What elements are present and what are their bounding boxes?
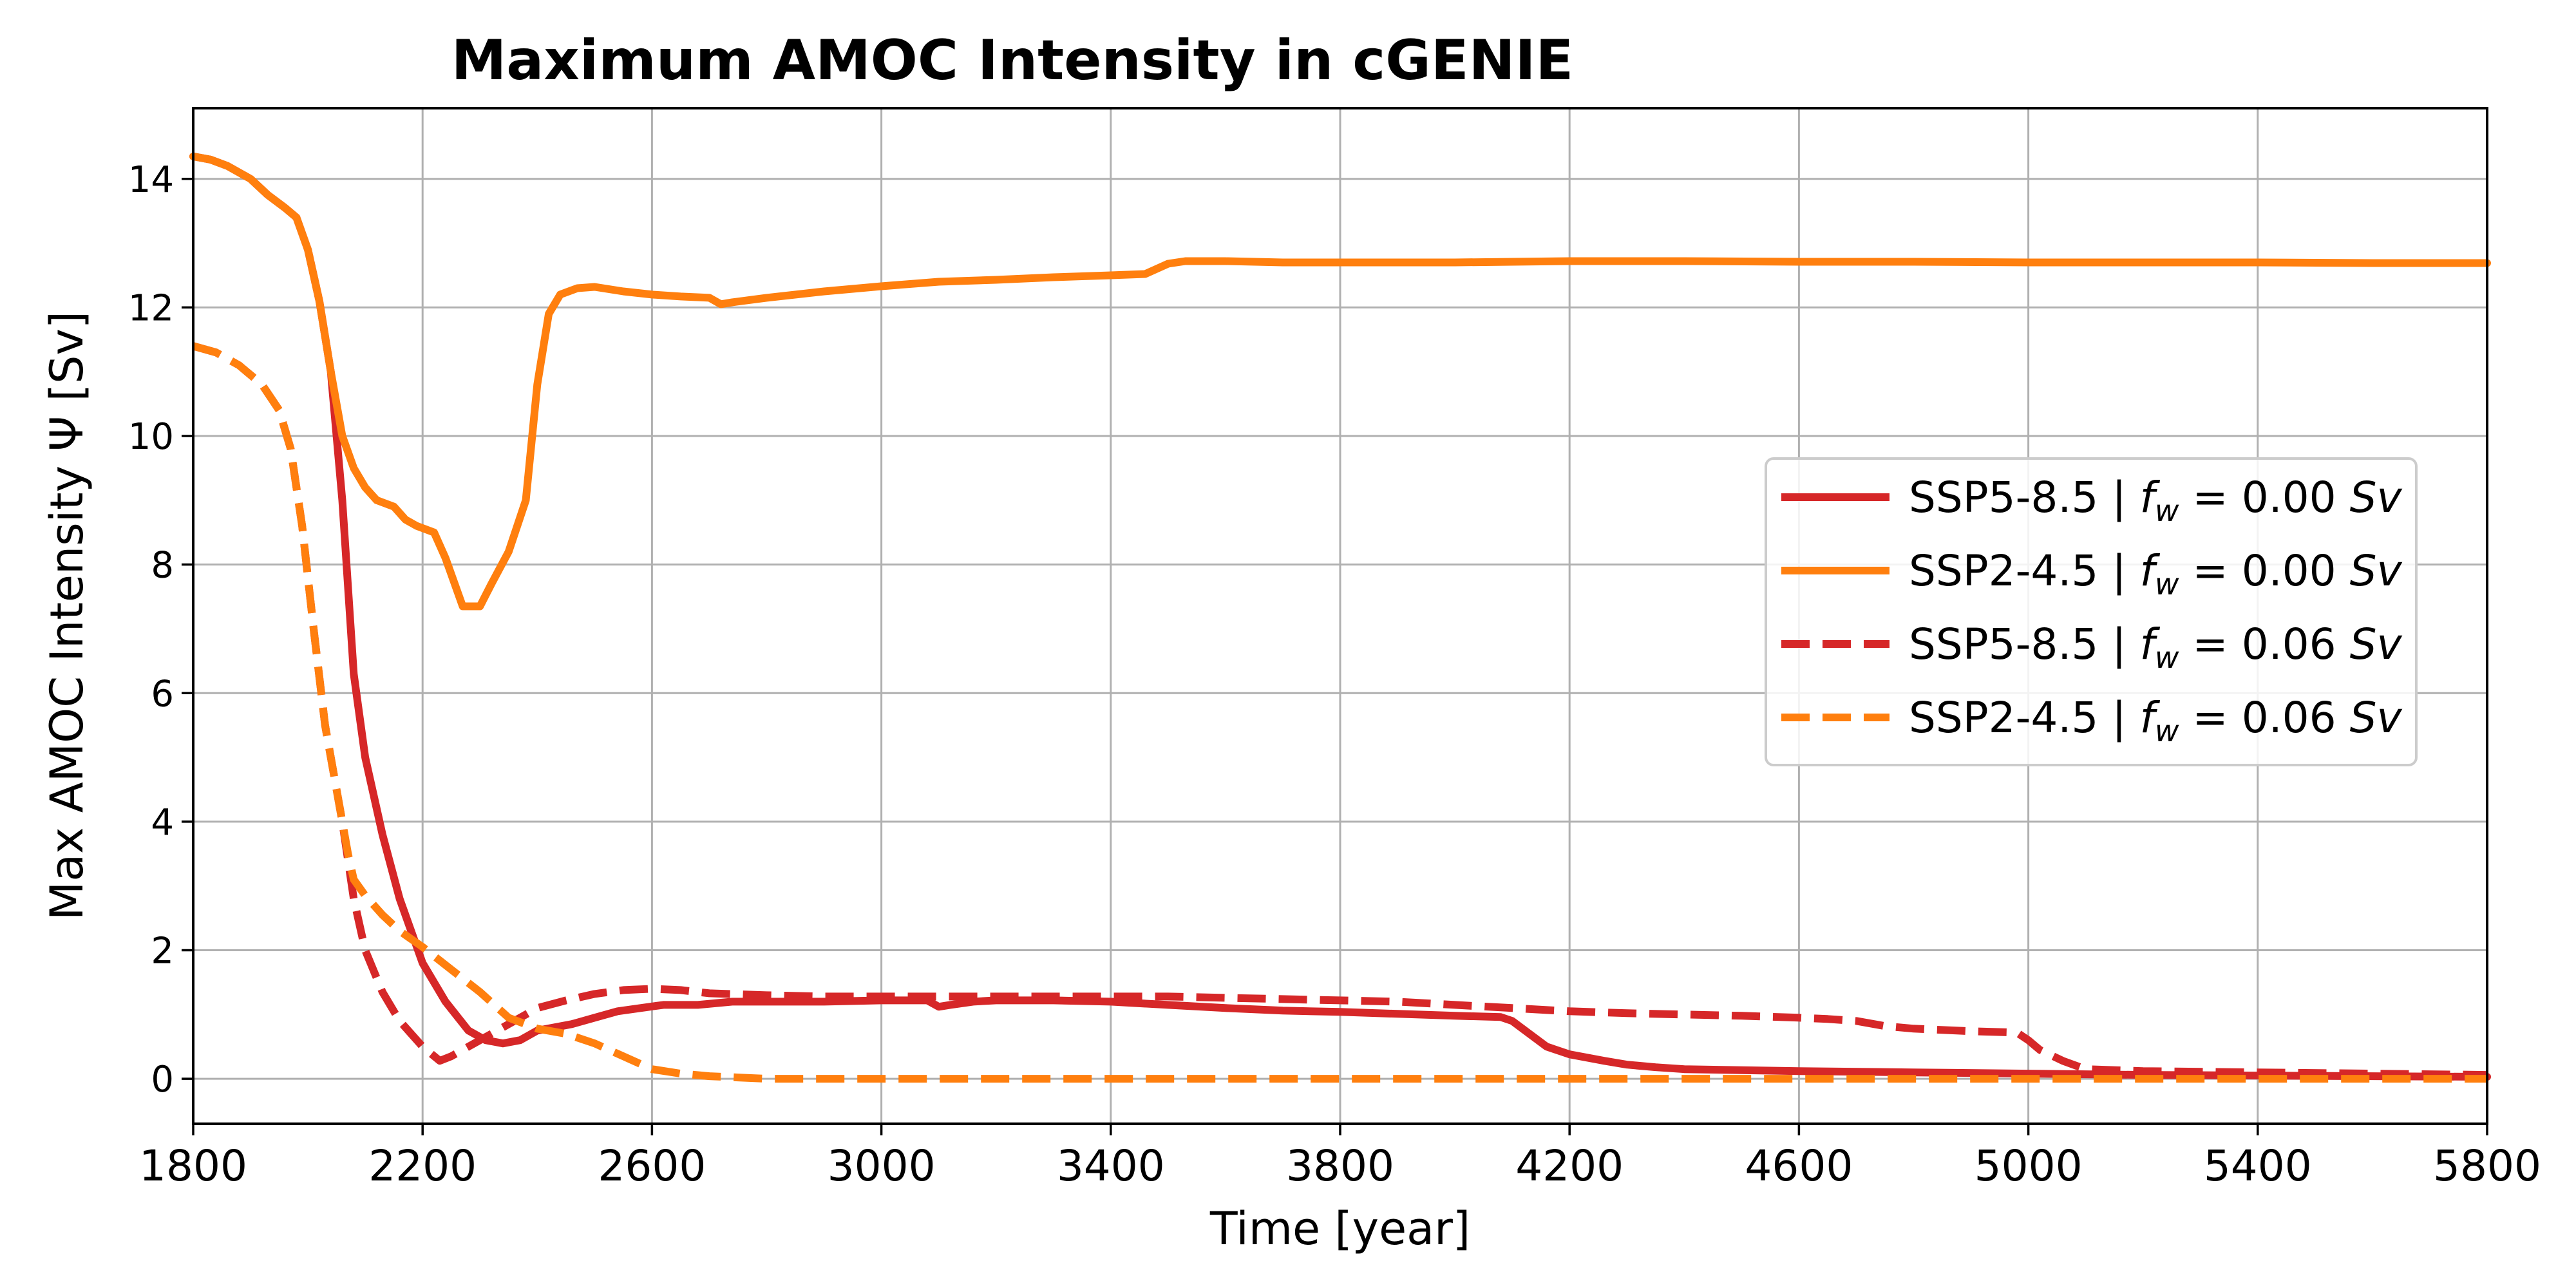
legend-label-4: SSP2-4.5 | fw = 0.06 Sv bbox=[1909, 693, 2403, 748]
y-tick-label: 8 bbox=[151, 545, 174, 587]
legend-label-1: SSP5-8.5 | fw = 0.00 Sv bbox=[1909, 473, 2403, 528]
x-tick-label: 4200 bbox=[1515, 1141, 1624, 1191]
series-line-2 bbox=[189, 152, 2491, 611]
x-tick-label: 2600 bbox=[598, 1141, 706, 1191]
series-lines bbox=[189, 152, 2491, 1083]
legend-label-part: Sv bbox=[2350, 473, 2403, 522]
y-tick-label: 2 bbox=[151, 931, 174, 972]
legend-label-part: w bbox=[2155, 493, 2179, 528]
legend-label-part: Sv bbox=[2350, 693, 2403, 743]
chart-title: Maximum AMOC Intensity in cGENIE bbox=[451, 28, 1574, 93]
series-line-3 bbox=[192, 342, 2488, 1079]
legend-label-part: w bbox=[2155, 640, 2179, 675]
x-tick-label: 5000 bbox=[1975, 1141, 2083, 1191]
legend-label-part: SSP2-4.5 | bbox=[1909, 693, 2140, 743]
legend-label-2: SSP2-4.5 | fw = 0.00 Sv bbox=[1909, 546, 2403, 601]
x-tick-label: 3400 bbox=[1057, 1141, 1165, 1191]
legend-label-part: = 0.06 bbox=[2179, 620, 2349, 669]
y-axis-ticks: 0 2 4 6 8 10 12 14 bbox=[128, 159, 193, 1101]
x-tick-label: 3000 bbox=[828, 1141, 936, 1191]
x-axis-label: Time [year] bbox=[1209, 1202, 1470, 1255]
legend-label-part: = 0.00 bbox=[2179, 473, 2349, 522]
y-tick-label: 10 bbox=[128, 416, 174, 458]
legend-label-part: Sv bbox=[2350, 620, 2403, 669]
legend-label-part: Sv bbox=[2350, 546, 2403, 596]
x-tick-label: 3800 bbox=[1286, 1141, 1394, 1191]
legend-label-part: w bbox=[2155, 567, 2179, 601]
x-tick-label: 2200 bbox=[368, 1141, 477, 1191]
x-axis-ticks: 1800 2200 2600 3000 3400 3800 4200 4600 5000 5400… bbox=[139, 1124, 2541, 1191]
y-tick-label: 12 bbox=[128, 287, 174, 329]
legend-label-part: = 0.00 bbox=[2179, 546, 2349, 596]
x-tick-label: 4600 bbox=[1745, 1141, 1853, 1191]
x-tick-label: 1800 bbox=[139, 1141, 247, 1191]
y-tick-label: 14 bbox=[128, 159, 174, 201]
legend-label-part: SSP5-8.5 | bbox=[1909, 620, 2140, 669]
series-line-4 bbox=[192, 342, 2487, 1083]
legend-box bbox=[1765, 457, 2418, 766]
y-tick-label: 4 bbox=[151, 802, 174, 844]
legend: SSP5-8.5 | fw = 0.00 Sv SSP2-4.5 | fw = 0… bbox=[1765, 457, 2418, 766]
x-tick-label: 5400 bbox=[2204, 1141, 2312, 1191]
y-axis-label: Max AMOC Intensity Ψ [Sv] bbox=[41, 311, 93, 920]
x-tick-label: 5800 bbox=[2433, 1141, 2541, 1191]
legend-label-part: SSP2-4.5 | bbox=[1909, 546, 2140, 596]
legend-label-part: SSP5-8.5 | bbox=[1909, 473, 2140, 522]
y-tick-label: 0 bbox=[151, 1059, 174, 1101]
y-tick-label: 6 bbox=[151, 673, 174, 715]
legend-label-part: w bbox=[2155, 714, 2179, 748]
legend-label-part: = 0.06 bbox=[2179, 693, 2349, 743]
series-line-1 bbox=[189, 152, 2491, 1081]
